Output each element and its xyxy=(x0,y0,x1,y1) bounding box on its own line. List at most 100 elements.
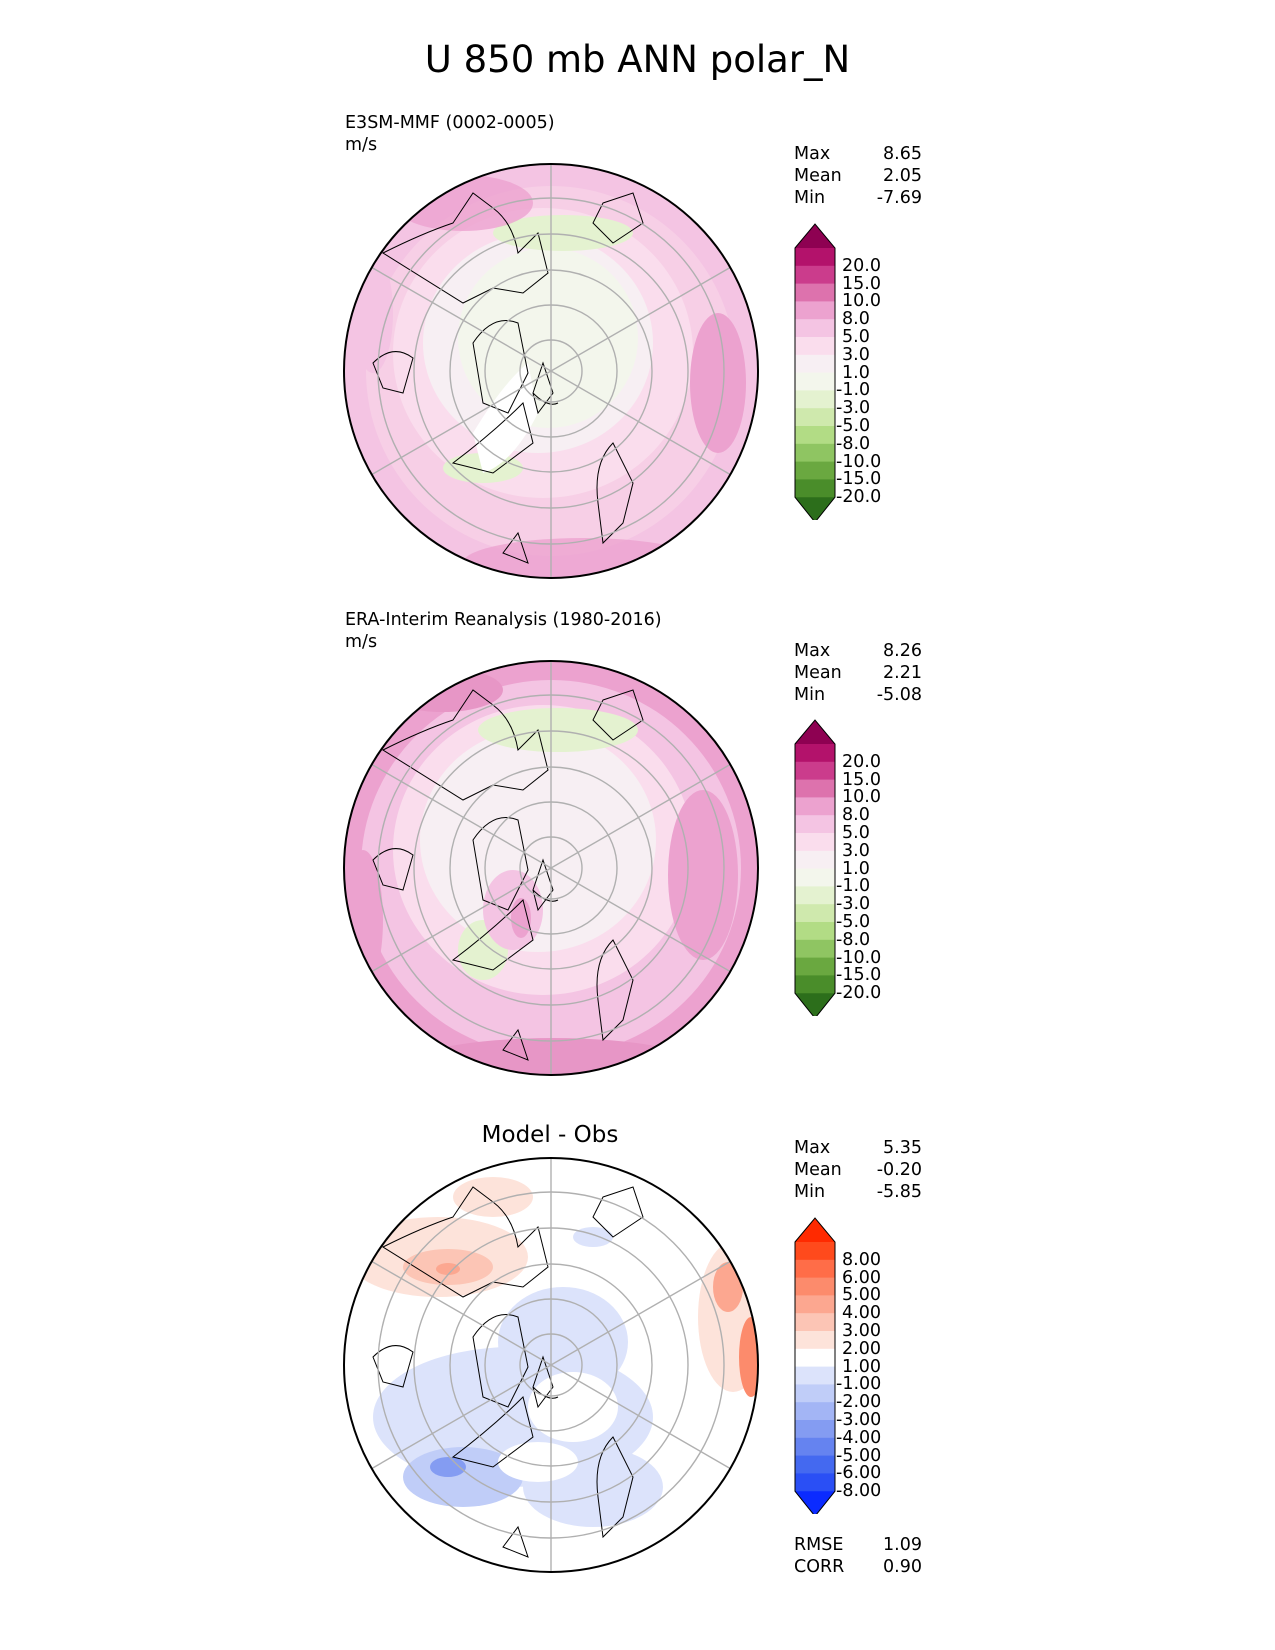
colorbar-band xyxy=(795,248,835,267)
colorbar-band xyxy=(795,1259,835,1279)
panel-diff-diagnostics: RMSE 1.09 CORR 0.90 xyxy=(794,1534,922,1578)
colorbar-band xyxy=(795,265,835,285)
colorbar-tick-label: 20.0 xyxy=(842,255,881,276)
colorbar-test xyxy=(794,223,836,520)
stat-label: Min xyxy=(794,1182,826,1202)
colorbar-tick-label: 15.0 xyxy=(842,769,881,790)
colorbar-band xyxy=(795,957,835,976)
colorbar-tick-label: 6.00 xyxy=(842,1267,881,1288)
colorbar-tick-label: -20.0 xyxy=(836,487,882,508)
colorbar-outline xyxy=(794,719,836,1016)
stat-label: Mean xyxy=(794,166,842,186)
colorbar-ref xyxy=(794,719,836,1016)
colorbar-band xyxy=(795,1313,835,1332)
colorbar-band xyxy=(795,461,835,480)
colorbar-band xyxy=(795,850,835,870)
colorbar-band xyxy=(795,426,835,445)
colorbar-tick-label: -5.00 xyxy=(836,1445,882,1466)
colorbar-band xyxy=(795,479,835,498)
colorbar-tick-label: 8.0 xyxy=(842,805,870,826)
colorbar-band xyxy=(795,1437,835,1457)
colorbar-band xyxy=(795,1384,835,1403)
colorbar-band xyxy=(795,301,835,320)
colorbar-band xyxy=(795,408,835,427)
colorbar-tick-label: -6.00 xyxy=(836,1463,882,1484)
colorbar-band xyxy=(795,319,835,338)
colorbar-band xyxy=(795,815,835,834)
colorbar-band xyxy=(795,868,835,887)
colorbar-tick-label: 5.00 xyxy=(842,1285,881,1306)
colorbar-tick-label: 8.00 xyxy=(842,1249,881,1270)
colorbar-band xyxy=(795,904,835,923)
colorbar-tick-label: 5.0 xyxy=(842,823,870,843)
stat-max-value: 8.26 xyxy=(883,641,922,661)
colorbar-tick-label: -4.00 xyxy=(836,1427,882,1448)
colorbar-tick-label: 20.0 xyxy=(842,751,881,772)
colorbar-tick-label: 3.0 xyxy=(842,840,870,861)
colorbar-extend-min xyxy=(795,1491,835,1514)
colorbar-tick-label: 2.00 xyxy=(842,1338,881,1359)
colorbar-band xyxy=(795,372,835,391)
stat-label: Mean xyxy=(794,663,842,683)
panel-ref-header: ERA-Interim Reanalysis (1980-2016) m/s xyxy=(345,609,662,653)
colorbar-band xyxy=(795,337,835,356)
colorbar-tick-label: -3.0 xyxy=(836,894,871,915)
colorbar-tick-label: -15.0 xyxy=(836,965,882,986)
colorbar-tick-label: 1.00 xyxy=(842,1356,881,1377)
colorbar-tick-label: 1.0 xyxy=(842,858,870,879)
colorbar-band xyxy=(795,1331,835,1350)
colorbar-band xyxy=(795,1473,835,1492)
colorbar-tick-label: -10.0 xyxy=(836,451,882,472)
colorbar-band xyxy=(795,744,835,763)
colorbar-extend-max xyxy=(795,224,835,248)
panel-ref-stats: Max 8.26 Mean 2.21 Min -5.08 xyxy=(794,640,922,706)
colorbar-tick-label: 3.00 xyxy=(842,1321,881,1341)
colorbar-band xyxy=(795,1402,835,1421)
colorbar-tick-label: -20.0 xyxy=(836,983,882,1004)
colorbar-tick-label: 10.0 xyxy=(842,787,881,808)
stat-label: Max xyxy=(794,144,831,164)
colorbar-tick-label: 15.0 xyxy=(842,273,881,294)
colorbar-extend-min xyxy=(795,497,835,520)
rmse-value: 1.09 xyxy=(883,1535,922,1555)
colorbar-band xyxy=(795,1277,835,1296)
colorbar-band xyxy=(795,779,835,798)
colorbar-band xyxy=(795,922,835,941)
colorbar-band xyxy=(795,390,835,409)
colorbar-band xyxy=(795,354,835,374)
colorbar-tick-label: -15.0 xyxy=(836,469,882,490)
panel-test-units: m/s xyxy=(345,135,378,155)
stat-mean-value: -0.20 xyxy=(876,1160,922,1180)
colorbar-tick-label: 8.0 xyxy=(842,309,870,330)
colorbar-band xyxy=(795,1366,835,1385)
colorbar-tick-label: 4.00 xyxy=(842,1303,881,1324)
colorbar-band xyxy=(795,797,835,816)
colorbar-band xyxy=(795,283,835,302)
colorbar-diff xyxy=(794,1217,836,1514)
colorbar-outline xyxy=(794,1217,836,1514)
stat-label: Mean xyxy=(794,1160,842,1180)
panel-diff-title: Model - Obs xyxy=(481,1122,619,1148)
stat-label: Max xyxy=(794,641,831,661)
colorbar-band xyxy=(795,761,835,781)
colorbar-band xyxy=(795,1420,835,1439)
colorbar-band xyxy=(795,1242,835,1261)
colorbar-tick-label: -5.0 xyxy=(836,912,871,932)
colorbar-tick-label: -3.00 xyxy=(836,1410,882,1430)
stat-min-value: -7.69 xyxy=(876,188,922,208)
diag-label: CORR xyxy=(794,1557,845,1577)
colorbar-tick-label: -10.0 xyxy=(836,947,882,968)
colorbar-tick-label: -8.00 xyxy=(836,1481,882,1502)
stat-label: Max xyxy=(794,1138,831,1158)
stat-max-value: 8.65 xyxy=(883,144,922,164)
colorbar-tick-label: -3.0 xyxy=(836,398,871,419)
colorbar-tick-label: -1.0 xyxy=(836,876,871,897)
colorbar-tick-label: -5.0 xyxy=(836,416,871,436)
colorbar-tick-label: 1.0 xyxy=(842,362,870,383)
colorbar-tick-label: -8.0 xyxy=(836,433,871,454)
stat-min-value: -5.08 xyxy=(876,685,922,705)
stat-label: Min xyxy=(794,685,826,705)
colorbar-band xyxy=(795,939,835,959)
panel-ref-units: m/s xyxy=(345,632,378,652)
colorbar-band xyxy=(795,1348,835,1368)
